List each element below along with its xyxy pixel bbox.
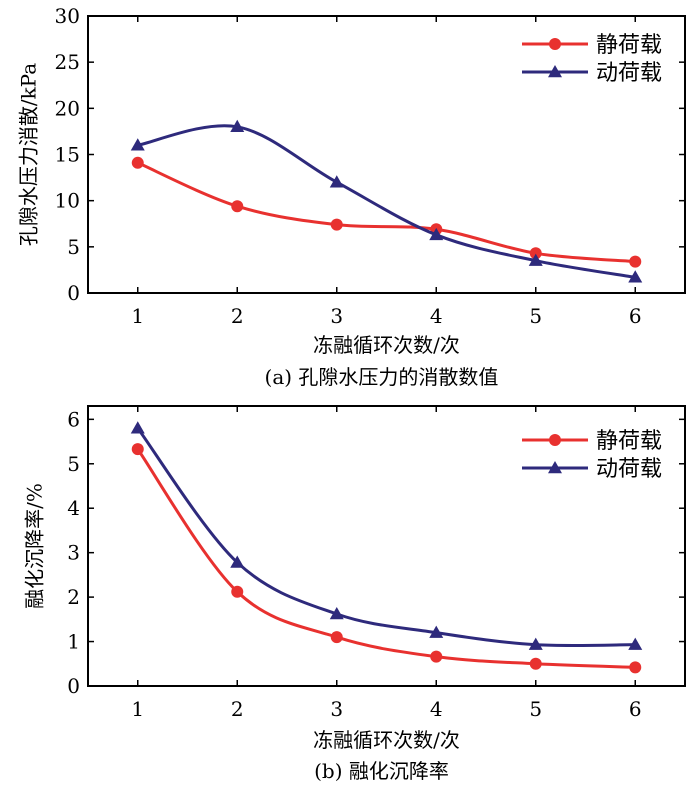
legend-label: 动荷载: [596, 457, 662, 482]
legend-marker: [548, 65, 562, 78]
x-tick-label: 2: [231, 697, 244, 721]
data-point: [629, 255, 642, 268]
x-tick-label: 1: [131, 697, 144, 721]
series-line: [136, 448, 636, 669]
data-point: [131, 156, 144, 169]
data-point: [529, 657, 542, 670]
x-axis-label: 冻融循环次数/次: [313, 728, 460, 752]
x-tick-label: 6: [629, 697, 642, 721]
x-tick-label: 4: [430, 697, 443, 721]
y-tick-label: 5: [67, 452, 80, 476]
y-tick-label: 30: [55, 4, 80, 28]
y-axis-label: 融化沉降率/%: [23, 483, 47, 609]
data-point: [330, 218, 343, 231]
data-point: [329, 607, 344, 620]
data-point: [131, 443, 144, 456]
x-tick-label: 3: [330, 304, 343, 328]
y-tick-label: 0: [67, 281, 80, 305]
data-point: [130, 138, 145, 151]
panel-caption: (b) 融化沉降率: [314, 759, 449, 783]
data-point: [629, 661, 642, 674]
chart-panel-b: 1 2 3 4 5 6 0 1 2 3 4 5 6 冻融循环次数/次 (b) 融化沉降率 融化沉降率/% 静荷载…: [23, 405, 686, 783]
y-tick-label: 20: [55, 96, 80, 120]
data-point: [528, 637, 543, 650]
data-point: [628, 637, 643, 650]
data-point: [231, 585, 244, 598]
data-point: [330, 631, 343, 644]
legend-marker: [548, 461, 562, 474]
y-tick-label: 0: [67, 674, 80, 698]
data-point: [230, 555, 245, 568]
data-point: [529, 247, 542, 260]
y-axis-label: 孔隙水压力消散/kPa: [17, 63, 41, 246]
y-tick-label: 2: [67, 585, 80, 609]
series-dynamic-load: [130, 119, 643, 283]
panel-caption: (a) 孔隙水压力的消散数值: [265, 365, 499, 389]
y-tick-label: 3: [67, 541, 80, 565]
x-tick-label: 4: [430, 304, 443, 328]
y-tick-label: 15: [55, 143, 80, 167]
x-tick-label: 5: [529, 697, 542, 721]
legend-label: 静荷载: [596, 429, 662, 454]
series-line: [137, 161, 636, 264]
chart-panel-a: 1 2 3 4 5 6 0 5 10 15 20 25 30 冻融循环次数/次 (a) 孔隙水压力的消散数值…: [17, 4, 686, 389]
data-point: [329, 175, 344, 188]
x-tick-label: 5: [529, 304, 542, 328]
legend-marker: [549, 38, 561, 50]
x-tick-label: 2: [231, 304, 244, 328]
y-tick-label: 4: [67, 496, 80, 520]
x-axis-label: 冻融循环次数/次: [313, 333, 460, 357]
x-tick-label: 3: [330, 697, 343, 721]
series-static-load: [131, 156, 642, 268]
legend-label: 动荷载: [596, 61, 662, 86]
y-tick-label: 5: [67, 235, 80, 259]
data-point: [231, 200, 244, 213]
series-line: [137, 124, 636, 279]
data-point: [130, 421, 145, 434]
data-point: [430, 650, 443, 663]
series-dynamic-load: [130, 421, 643, 650]
x-tick-label: 1: [131, 304, 144, 328]
legend-marker: [549, 434, 561, 446]
data-point: [628, 270, 643, 283]
legend-label: 静荷载: [596, 33, 662, 58]
y-tick-label: 10: [55, 189, 80, 213]
data-point: [230, 119, 245, 133]
x-tick-label: 6: [629, 304, 642, 328]
y-tick-label: 6: [67, 407, 80, 431]
y-tick-label: 25: [55, 50, 80, 74]
plot-frame: [87, 405, 686, 687]
series-line: [136, 427, 636, 648]
data-point: [429, 227, 444, 241]
y-tick-label: 1: [67, 630, 80, 654]
data-point: [528, 253, 543, 266]
data-point: [429, 625, 444, 638]
series-static-load: [131, 443, 642, 674]
